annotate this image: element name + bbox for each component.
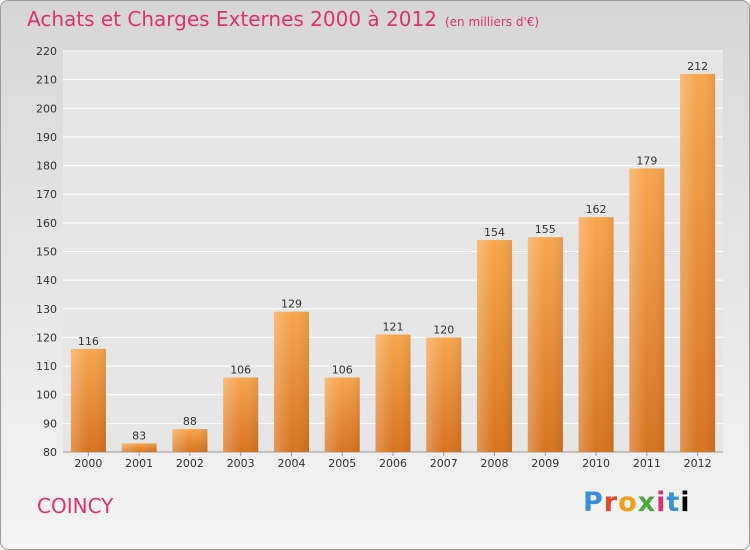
logo-letter: r <box>603 487 619 518</box>
y-tick-label: 110 <box>36 360 57 373</box>
bar-shade-2002 <box>172 429 208 452</box>
logo-letter: i <box>656 487 667 518</box>
bar-layer <box>70 73 716 453</box>
title-text: Achats et Charges Externes 2000 à 2012 <box>27 7 437 31</box>
x-tick-label-2010: 2010 <box>582 457 610 470</box>
bar-shade-2000 <box>70 348 106 452</box>
value-label-2012: 212 <box>687 60 708 73</box>
y-tick-label: 150 <box>36 246 57 259</box>
logo-letter: P <box>583 487 604 518</box>
bar-shade-2004 <box>273 311 309 452</box>
y-tick-label: 220 <box>36 45 57 58</box>
bar-shade-2010 <box>578 217 614 452</box>
proxiti-logo[interactable]: Proxiti <box>583 487 691 518</box>
x-tick-label-2009: 2009 <box>531 457 559 470</box>
chart-title: Achats et Charges Externes 2000 à 2012 (e… <box>27 7 539 31</box>
y-tick-label: 80 <box>43 446 57 459</box>
bar-shade-2005 <box>324 377 360 452</box>
y-tick-label: 90 <box>43 417 57 430</box>
value-label-2002: 88 <box>183 415 197 428</box>
location-label: COINCY <box>37 494 114 518</box>
value-label-2011: 179 <box>636 154 657 167</box>
bar-shade-2007 <box>426 337 462 452</box>
x-tick-label-2006: 2006 <box>379 457 407 470</box>
bar-shade-2003 <box>223 377 259 452</box>
x-tick-label-2001: 2001 <box>125 457 153 470</box>
x-tick-label-2003: 2003 <box>227 457 255 470</box>
chart-subtitle: (en milliers d'€) <box>444 15 540 29</box>
y-tick-label: 160 <box>36 217 57 230</box>
value-label-2005: 106 <box>332 364 353 377</box>
y-tick-label: 120 <box>36 331 57 344</box>
value-label-2006: 121 <box>383 321 404 334</box>
x-tick-label-2002: 2002 <box>176 457 204 470</box>
y-tick-label: 180 <box>36 160 57 173</box>
label-layer: 8090100110120130140150160170180190200210… <box>36 45 712 470</box>
y-tick-label: 190 <box>36 131 57 144</box>
bar-shade-2009 <box>527 237 563 452</box>
value-label-2004: 129 <box>281 298 302 311</box>
x-tick-label-2011: 2011 <box>633 457 661 470</box>
y-tick-label: 140 <box>36 274 57 287</box>
bar-shade-2012 <box>680 73 716 453</box>
value-label-2000: 116 <box>78 335 99 348</box>
x-tick-label-2007: 2007 <box>430 457 458 470</box>
logo-letter: x <box>637 487 657 518</box>
x-tick-label-2012: 2012 <box>684 457 712 470</box>
value-label-2009: 155 <box>535 223 556 236</box>
bar-shade-2008 <box>477 240 513 452</box>
logo-letter: o <box>618 487 638 518</box>
logo-letter: i <box>680 487 691 518</box>
x-tick-label-2000: 2000 <box>74 457 102 470</box>
value-label-2010: 162 <box>586 203 607 216</box>
y-tick-label: 210 <box>36 74 57 87</box>
y-tick-label: 170 <box>36 188 57 201</box>
x-tick-label-2008: 2008 <box>481 457 509 470</box>
value-label-2003: 106 <box>230 364 251 377</box>
bar-shade-2011 <box>629 168 665 452</box>
value-label-2007: 120 <box>433 323 454 336</box>
value-label-2008: 154 <box>484 226 505 239</box>
logo-letter: t <box>666 487 681 518</box>
value-label-2001: 83 <box>132 429 146 442</box>
y-tick-label: 100 <box>36 389 57 402</box>
y-tick-label: 200 <box>36 102 57 115</box>
y-tick-label: 130 <box>36 303 57 316</box>
x-tick-label-2005: 2005 <box>328 457 356 470</box>
bar-shade-2001 <box>121 443 157 452</box>
bar-shade-2006 <box>375 334 411 452</box>
x-tick-label-2004: 2004 <box>277 457 305 470</box>
